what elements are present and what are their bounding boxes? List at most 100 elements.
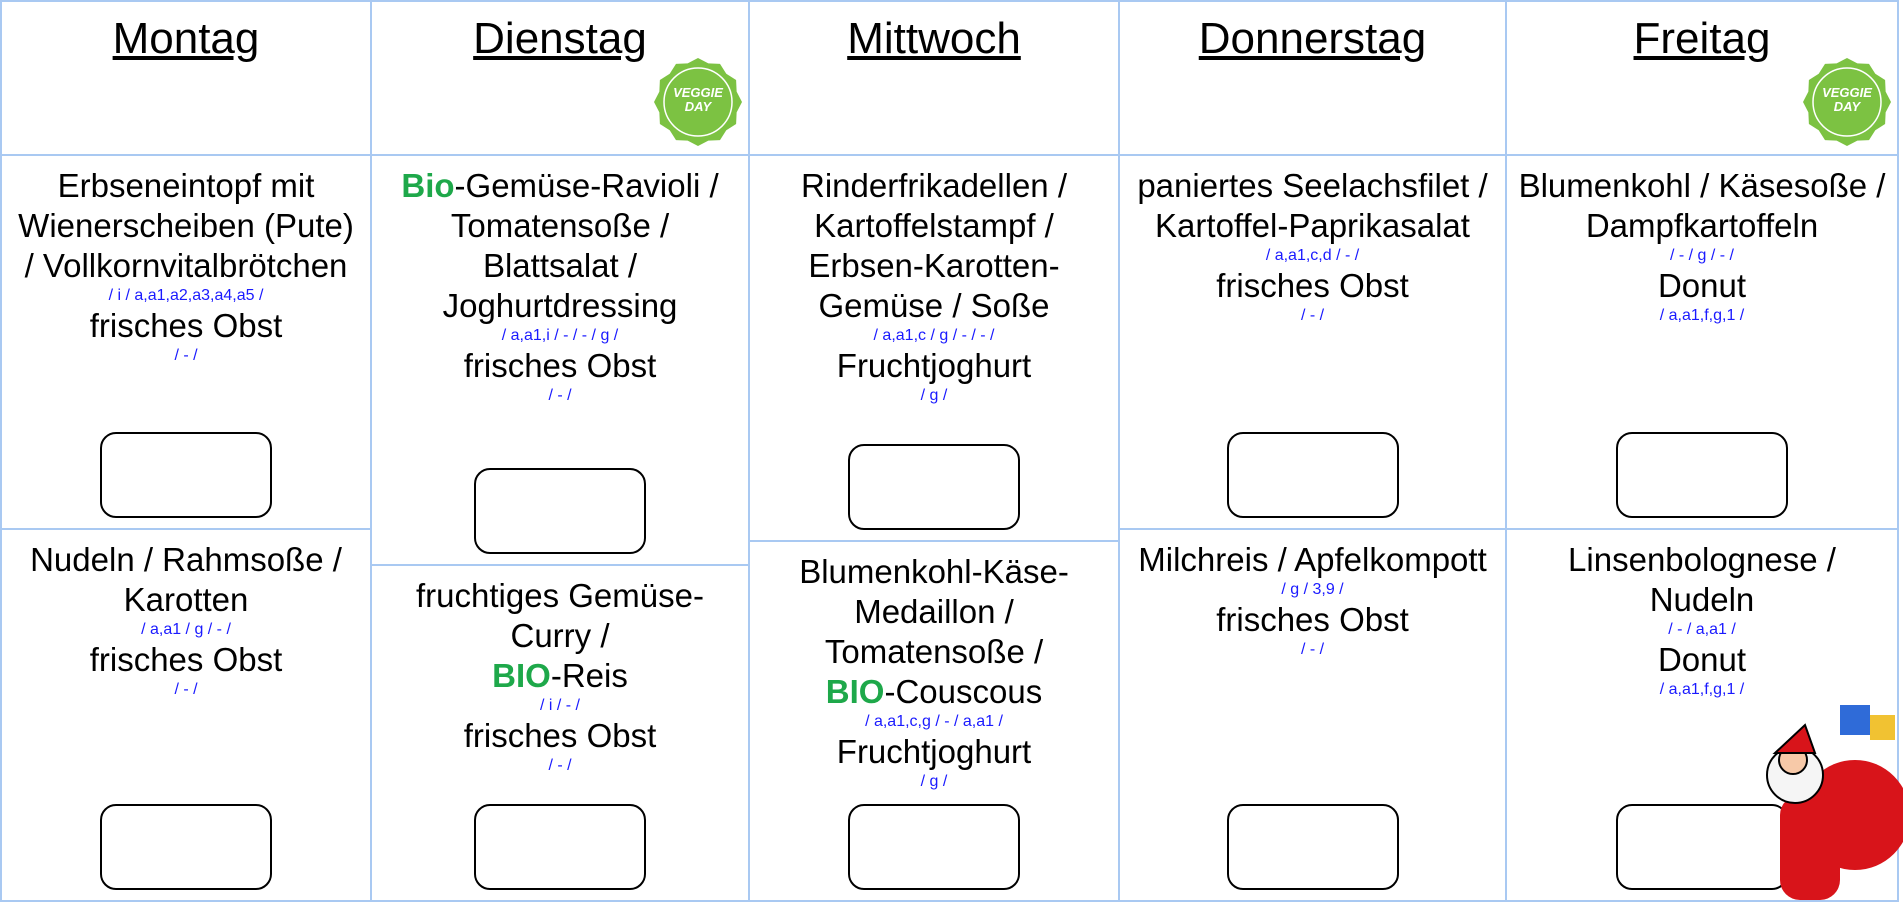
order-box[interactable] — [474, 468, 646, 554]
text: / - / — [1300, 307, 1325, 324]
meal-cell: Blumenkohl-Käse-Medaillon / Tomatensoße … — [748, 540, 1120, 902]
order-box[interactable] — [474, 804, 646, 890]
order-box[interactable] — [1226, 804, 1399, 890]
order-box[interactable] — [100, 432, 272, 518]
text: frisches Obst — [89, 641, 283, 678]
text: / g / — [920, 773, 948, 790]
text: / a,a1,c / g / - / - / — [873, 327, 995, 344]
text: / - / — [548, 757, 572, 774]
allergen-code: / - / — [380, 386, 740, 406]
allergen-code: / - / — [380, 756, 740, 776]
dish-text: paniertes Seelachsfilet / Kartoffel-Papr… — [1128, 166, 1497, 246]
allergen-code: / - / — [1128, 640, 1497, 660]
meal-cell: Blumenkohl / Käsesoße / Dampfkartoffeln /… — [1505, 154, 1899, 530]
text: Nudeln / Rahmsoße / Karotten — [30, 541, 342, 618]
text: / a,a1 / g / - / — [141, 621, 231, 638]
text: frisches Obst — [463, 717, 657, 754]
day-name: Donnerstag — [1198, 14, 1427, 63]
allergen-code: / a,a1 / g / - / — [10, 620, 362, 640]
meal-cell: Nudeln / Rahmsoße / Karotten / a,a1 / g /… — [0, 528, 372, 902]
allergen-code: / a,a1,f,g,1 / — [1515, 306, 1889, 326]
allergen-code: / g / 3,9 / — [1128, 580, 1497, 600]
order-box[interactable] — [848, 804, 1020, 890]
dish-text: Milchreis / Apfelkompott — [1128, 540, 1497, 580]
bio-label: BIO — [825, 673, 885, 710]
text: Fruchtjoghurt — [836, 347, 1032, 384]
text: / a,a1,i / - / - / g / — [501, 327, 619, 344]
meal-cell: Erbseneintopf mit Wienerscheiben (Pute) … — [0, 154, 372, 530]
allergen-code: / i / - / — [380, 696, 740, 716]
day-header: Mittwoch — [748, 0, 1120, 156]
text: frisches Obst — [463, 347, 657, 384]
text: / - / — [174, 681, 198, 698]
allergen-code: / - / — [1128, 306, 1497, 326]
text: Linsenbolognese / Nudeln — [1568, 541, 1836, 618]
text: -Couscous — [884, 673, 1043, 710]
text: / i / - / — [540, 697, 580, 714]
text: / - / a,a1 / — [1668, 621, 1736, 638]
allergen-code: / - / g / - / — [1515, 246, 1889, 266]
dish-text: frisches Obst — [10, 640, 362, 680]
allergen-code: / - / — [10, 346, 362, 366]
day-header: Montag — [0, 0, 372, 156]
meal-cell: Rinderfrikadellen / Kartoffelstampf / Er… — [748, 154, 1120, 542]
allergen-code: / i / a,a1,a2,a3,a4,a5 / — [10, 286, 362, 306]
dish-text: Bio-Gemüse-Ravioli / Tomatensoße / Blatt… — [380, 166, 740, 326]
text: / i / a,a1,a2,a3,a4,a5 / — [108, 287, 264, 304]
text: Fruchtjoghurt — [836, 733, 1032, 770]
dish-text: Donut — [1515, 266, 1889, 306]
day-header: Dienstag VEGGIE DAY — [370, 0, 750, 156]
text: -Gemüse-Ravioli / Tomatensoße / Blattsal… — [442, 167, 719, 324]
text: frisches Obst — [89, 307, 283, 344]
dish-text: frisches Obst — [1128, 266, 1497, 306]
text: Blumenkohl / Käsesoße / Dampfkartoffeln — [1518, 167, 1886, 244]
santa-illustration — [1766, 705, 1903, 900]
order-box[interactable] — [1226, 432, 1399, 518]
allergen-code: / a,a1,c,d / - / — [1128, 246, 1497, 266]
dish-text: Rinderfrikadellen / Kartoffelstampf / Er… — [758, 166, 1110, 326]
dish-text: Nudeln / Rahmsoße / Karotten — [10, 540, 362, 620]
bio-label: BIO — [492, 657, 551, 694]
allergen-code: / a,a1,f,g,1 / — [1515, 680, 1889, 700]
day-name: Montag — [112, 14, 260, 63]
day-name: Freitag — [1633, 14, 1771, 63]
dish-text: Donut — [1515, 640, 1889, 680]
allergen-code: / a,a1,i / - / - / g / — [380, 326, 740, 346]
dish-text: Blumenkohl-Käse-Medaillon / Tomatensoße … — [758, 552, 1110, 672]
meal-cell: Milchreis / Apfelkompott / g / 3,9 / frisc… — [1118, 528, 1507, 902]
badge-text: DAY — [1834, 99, 1862, 114]
day-header: Donnerstag — [1118, 0, 1507, 156]
text: / - / g / - / — [1669, 247, 1734, 264]
allergen-code: / g / — [758, 386, 1110, 406]
order-box[interactable] — [100, 804, 272, 890]
bio-label: Bio — [401, 167, 455, 204]
text: / - / — [548, 387, 572, 404]
text: Blumenkohl-Käse-Medaillon / Tomatensoße … — [799, 553, 1069, 670]
dish-text: fruchtiges Gemüse-Curry / — [380, 576, 740, 656]
dish-text: Erbseneintopf mit Wienerscheiben (Pute) … — [10, 166, 362, 286]
meal-cell: fruchtiges Gemüse-Curry / BIO-Reis / i / -… — [370, 564, 750, 902]
text: / - / — [1300, 641, 1325, 658]
text: -Reis — [550, 657, 628, 694]
text: / a,a1,c,d / - / — [1265, 247, 1360, 264]
dish-text: frisches Obst — [380, 346, 740, 386]
allergen-code: / g / — [758, 772, 1110, 792]
text: Donut — [1657, 267, 1747, 304]
text: / a,a1,c,g / - / a,a1 / — [865, 713, 1003, 730]
badge-text: VEGGIE — [1822, 85, 1872, 100]
allergen-code: / a,a1,c,g / - / a,a1 / — [758, 712, 1110, 732]
dish-text: BIO-Couscous — [758, 672, 1110, 712]
day-header: Freitag VEGGIE DAY — [1505, 0, 1899, 156]
order-box[interactable] — [848, 444, 1020, 530]
dish-text: Linsenbolognese / Nudeln — [1515, 540, 1889, 620]
text: frisches Obst — [1216, 267, 1409, 304]
meal-cell: Bio-Gemüse-Ravioli / Tomatensoße / Blatt… — [370, 154, 750, 566]
day-name: Dienstag — [473, 14, 647, 63]
badge-text: DAY — [685, 99, 713, 114]
order-box[interactable] — [1616, 432, 1788, 518]
allergen-code: / - / — [10, 680, 362, 700]
dish-text: Blumenkohl / Käsesoße / Dampfkartoffeln — [1515, 166, 1889, 246]
text: / g / — [920, 387, 948, 404]
